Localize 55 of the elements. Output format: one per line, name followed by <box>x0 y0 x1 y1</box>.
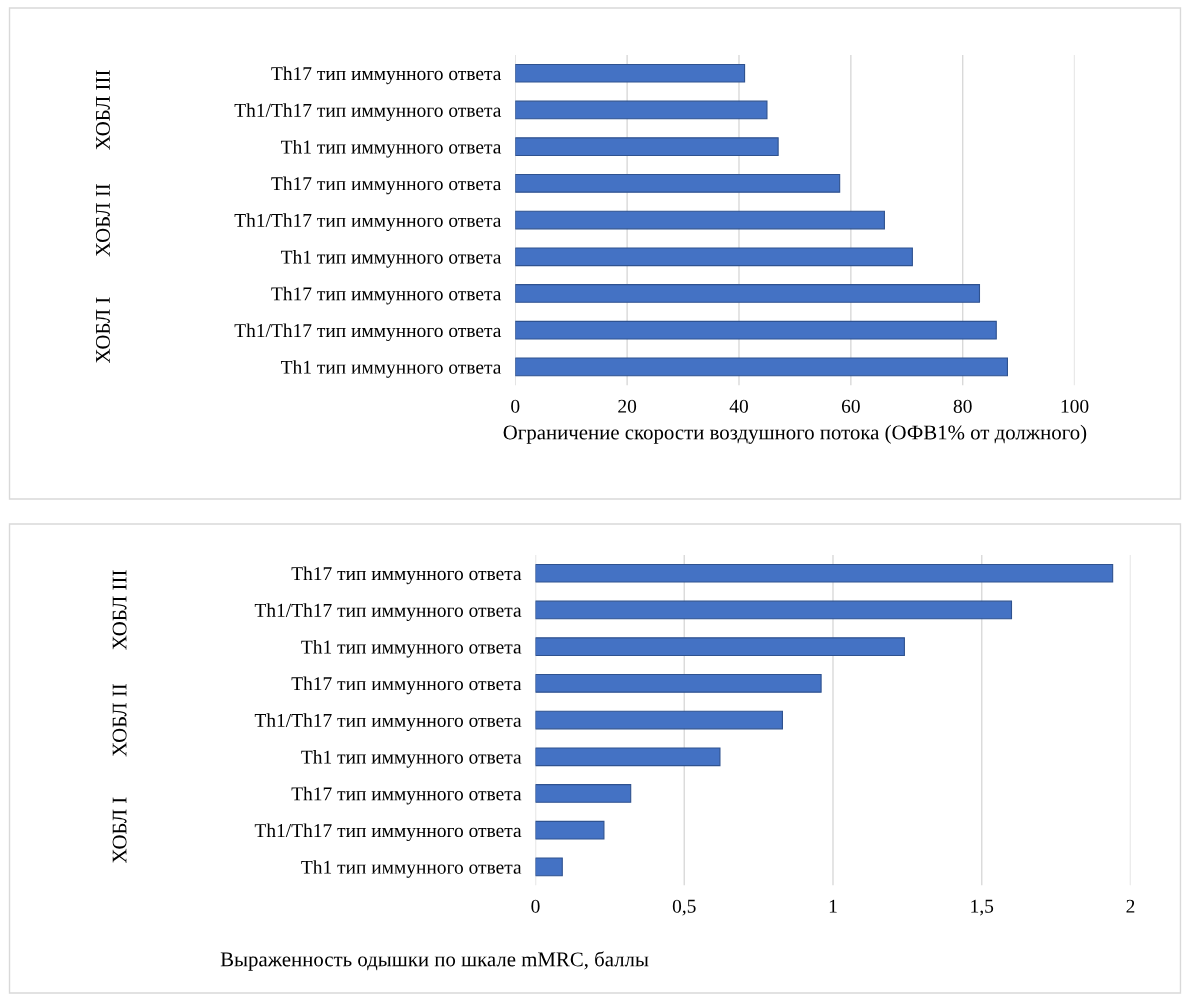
bar <box>535 820 605 840</box>
bar <box>515 210 885 230</box>
y-tick-label: Th1 тип иммунного ответа <box>281 250 502 268</box>
x-tick-label: 80 <box>953 399 972 413</box>
x-tick-label: 1,5 <box>971 899 994 916</box>
y-tick-label: Th1/Th17 тип иммунного ответа <box>234 103 502 121</box>
y-tick-label: Th1 тип иммунного ответа <box>281 360 502 378</box>
bar <box>515 357 1009 377</box>
y-tick-label: Th17 тип иммунного ответа <box>271 66 502 85</box>
text: ХОБЛ I <box>112 797 127 864</box>
bar <box>535 637 905 657</box>
text: ХОБЛ II <box>112 683 127 757</box>
bar <box>515 137 779 157</box>
bar <box>535 784 632 803</box>
bar <box>535 563 1114 583</box>
text: ХОБЛ II <box>95 183 110 257</box>
text: ХОБЛ I <box>95 297 110 364</box>
bar <box>515 173 841 193</box>
bar <box>535 747 721 767</box>
y-tick-label: Th17 тип иммунного ответа <box>291 676 522 695</box>
y-tick-label: Th1 тип иммунного ответа <box>281 139 502 158</box>
y-tick-label: Th1/Th17 тип иммунного ответа <box>254 713 522 731</box>
y-tick-label: Th17 тип иммунного ответа <box>291 566 522 585</box>
bar <box>515 100 768 120</box>
x-tick-label: 40 <box>729 399 748 413</box>
y-tick-label: Th17 тип иммунного ответа <box>291 786 522 805</box>
x-tick-label: 60 <box>841 399 860 413</box>
x-tick-label: 1 <box>829 899 837 913</box>
y-tick-label: Th1/Th17 тип иммунного ответа <box>234 323 502 342</box>
x-axis-title: Ограничение скорости воздушного потока (ОФВ1% от должного) <box>503 424 1087 444</box>
y-tick-label: Th1/Th17 тип иммунного ответа <box>254 823 522 842</box>
bar <box>515 247 913 267</box>
text: ХОБЛ III <box>112 570 127 650</box>
y-tick-label: Th17 тип иммунного ответа <box>271 176 502 195</box>
bar <box>535 857 563 877</box>
bar <box>515 320 997 340</box>
y-tick-label: Th1/Th17 тип иммунного ответа <box>234 213 502 231</box>
x-tick-label: 0 <box>511 399 520 413</box>
y-tick-label: Th1 тип иммунного ответа <box>301 860 522 878</box>
x-tick-label: 0 <box>531 899 540 913</box>
x-tick-label: 100 <box>1061 399 1089 413</box>
bar <box>515 63 746 83</box>
bar <box>535 710 783 730</box>
bar <box>535 600 1013 620</box>
y-tick-label: Th1 тип иммунного ответа <box>301 750 522 768</box>
y-tick-label: Th17 тип иммунного ответа <box>271 286 502 305</box>
x-tick-label: 2 <box>1126 899 1135 913</box>
bar <box>515 284 981 303</box>
y-tick-label: Th1/Th17 тип иммунного ответа <box>254 603 522 621</box>
text: ХОБЛ III <box>95 70 110 150</box>
x-axis-title: Выраженность одышки по шкале mMRC, баллы <box>220 951 649 971</box>
x-tick-label: 20 <box>618 399 637 413</box>
bar <box>535 673 822 693</box>
y-tick-label: Th1 тип иммунного ответа <box>301 639 522 658</box>
x-tick-label: 0,5 <box>672 899 696 916</box>
